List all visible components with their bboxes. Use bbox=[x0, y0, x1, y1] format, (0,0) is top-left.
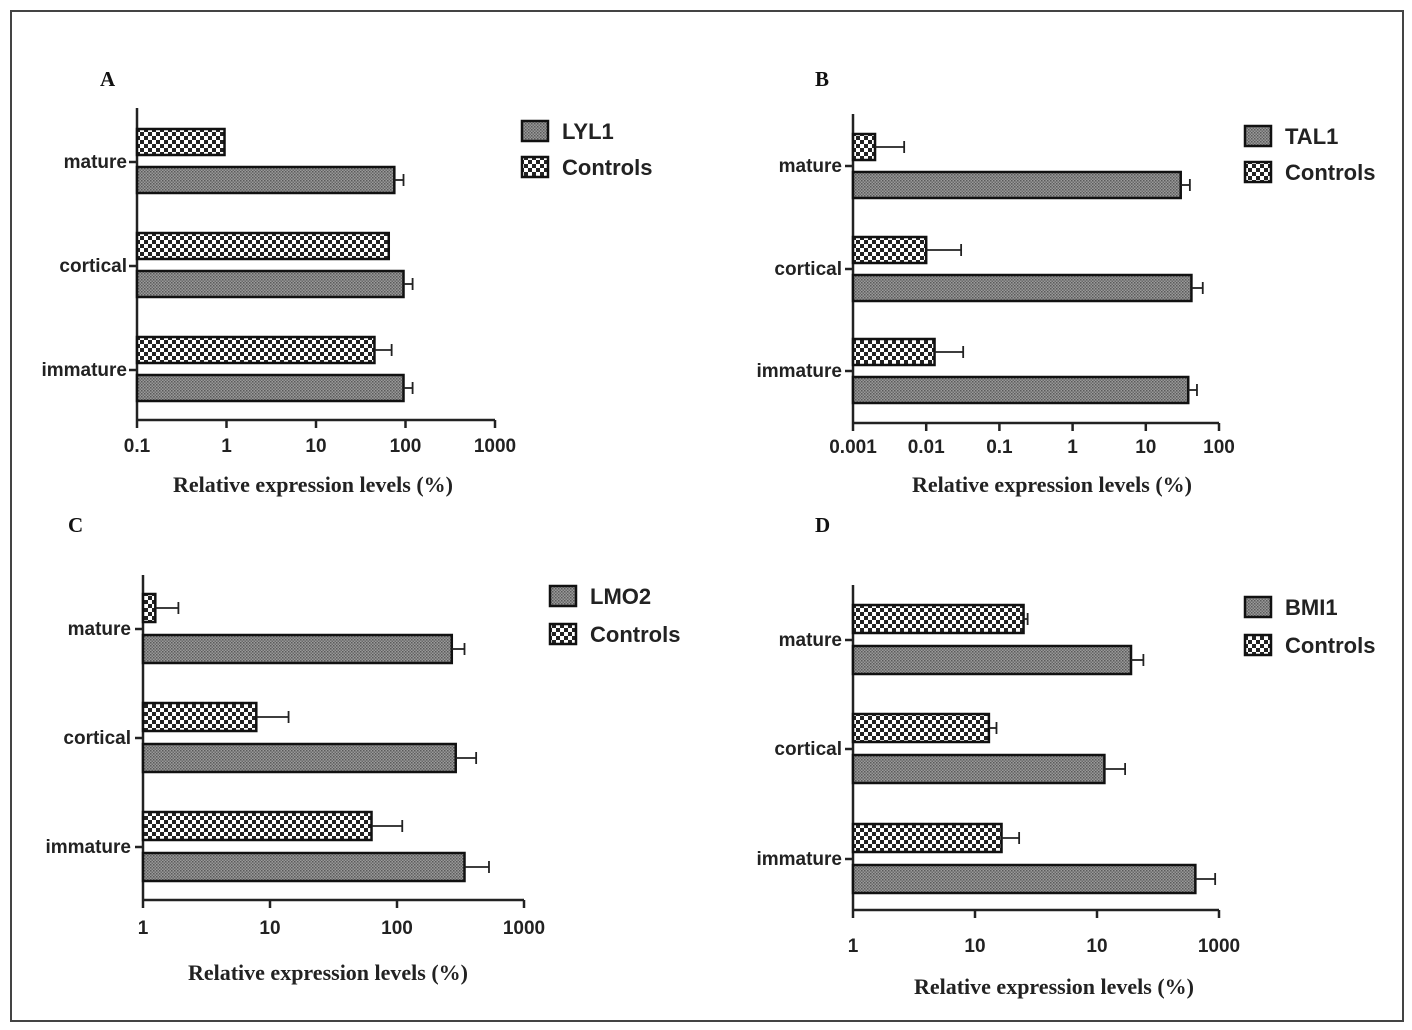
x-tick-label: 0.01 bbox=[908, 437, 945, 458]
bar-bmi1-immature bbox=[851, 863, 1197, 895]
bar-bmi1-mature bbox=[851, 644, 1133, 676]
bar-controls-immature bbox=[851, 337, 936, 367]
category-label-cortical: cortical bbox=[63, 728, 131, 749]
x-tick-label: 1 bbox=[1067, 437, 1078, 458]
x-tick-label: 0.1 bbox=[986, 437, 1013, 458]
bar-controls-immature bbox=[851, 822, 1003, 854]
bar-lyl1-cortical bbox=[135, 269, 405, 299]
x-tick-label: 10 bbox=[1086, 936, 1107, 957]
bar-controls-mature bbox=[141, 592, 157, 624]
legend-swatch-bmi1 bbox=[1243, 595, 1273, 619]
bar-controls-mature bbox=[135, 127, 226, 157]
bar-lmo2-immature bbox=[141, 851, 466, 883]
legend-swatch-controls bbox=[1243, 160, 1273, 184]
x-tick-label: 1000 bbox=[1198, 936, 1240, 957]
bar-lmo2-cortical bbox=[141, 742, 457, 774]
x-axis-label: Relative expression levels (%) bbox=[173, 472, 453, 497]
x-tick-label: 1000 bbox=[503, 918, 545, 939]
category-label-immature: immature bbox=[756, 849, 842, 870]
chart-panel-b: B 0.001 0.01 0.1 1 10 100 Relative expression l… bbox=[756, 67, 1375, 497]
bar-lyl1-mature bbox=[135, 165, 396, 195]
x-tick-label: 0.1 bbox=[124, 436, 151, 457]
x-tick-label: 0.001 bbox=[829, 437, 877, 458]
bar-controls-cortical bbox=[135, 231, 391, 261]
bar-controls-mature bbox=[851, 132, 877, 162]
legend-label-controls: Controls bbox=[1285, 160, 1375, 185]
panel-letter: A bbox=[100, 67, 116, 91]
x-tick-label: 10 bbox=[964, 936, 985, 957]
panel-letter: D bbox=[815, 513, 830, 537]
bar-controls-immature bbox=[141, 810, 373, 842]
category-label-mature: mature bbox=[779, 156, 842, 177]
legend-swatch-controls bbox=[548, 622, 578, 646]
x-axis-label: Relative expression levels (%) bbox=[188, 960, 468, 985]
x-tick-label: 1000 bbox=[474, 436, 516, 457]
bar-lyl1-immature bbox=[135, 373, 405, 403]
chart-panel-c: C 1 10 100 1000 Relative expression levels (%… bbox=[45, 513, 680, 985]
x-tick-label: 10 bbox=[305, 436, 326, 457]
category-label-mature: mature bbox=[64, 152, 127, 173]
legend-swatch-controls bbox=[1243, 633, 1273, 657]
bar-controls-cortical bbox=[851, 235, 928, 265]
x-tick-label: 100 bbox=[1203, 437, 1235, 458]
bar-lmo2-mature bbox=[141, 633, 454, 665]
category-label-cortical: cortical bbox=[774, 259, 842, 280]
bar-tal1-immature bbox=[851, 375, 1190, 405]
x-tick-label: 1 bbox=[848, 936, 859, 957]
legend-label-controls: Controls bbox=[1285, 633, 1375, 658]
bar-tal1-mature bbox=[851, 170, 1182, 200]
legend-swatch-controls bbox=[520, 155, 550, 179]
legend-swatch-tal1 bbox=[1243, 124, 1273, 148]
bar-controls-mature bbox=[851, 603, 1025, 635]
x-tick-label: 1 bbox=[221, 436, 232, 457]
x-axis-label: Relative expression levels (%) bbox=[914, 974, 1194, 999]
category-label-immature: immature bbox=[756, 361, 842, 382]
x-axis-label: Relative expression levels (%) bbox=[912, 472, 1192, 497]
figure-frame bbox=[10, 10, 1404, 1022]
category-label-immature: immature bbox=[45, 837, 131, 858]
legend-label-tal1: TAL1 bbox=[1285, 124, 1338, 149]
category-label-mature: mature bbox=[68, 619, 131, 640]
bar-controls-immature bbox=[135, 335, 376, 365]
legend-swatch-lyl1 bbox=[520, 119, 550, 143]
category-label-cortical: cortical bbox=[59, 256, 127, 277]
legend-label-controls: Controls bbox=[590, 622, 680, 647]
x-tick-label: 100 bbox=[390, 436, 422, 457]
chart-panel-a: A 0.1 1 10 100 1000 Relative expression levels… bbox=[41, 67, 652, 497]
bar-controls-cortical bbox=[141, 701, 258, 733]
panel-letter: B bbox=[815, 67, 829, 91]
category-label-cortical: cortical bbox=[774, 739, 842, 760]
category-label-mature: mature bbox=[779, 630, 842, 651]
x-tick-label: 10 bbox=[259, 918, 280, 939]
x-tick-label: 100 bbox=[381, 918, 413, 939]
legend-label-controls: Controls bbox=[562, 155, 652, 180]
bar-bmi1-cortical bbox=[851, 753, 1106, 785]
legend-label-bmi1: BMI1 bbox=[1285, 595, 1338, 620]
bar-tal1-cortical bbox=[851, 273, 1193, 303]
legend-label-lmo2: LMO2 bbox=[590, 584, 651, 609]
legend-swatch-lmo2 bbox=[548, 584, 578, 608]
bar-controls-cortical bbox=[851, 712, 991, 744]
category-label-immature: immature bbox=[41, 360, 127, 381]
panel-letter: C bbox=[68, 513, 83, 537]
x-tick-label: 1 bbox=[138, 918, 149, 939]
x-tick-label: 10 bbox=[1135, 437, 1156, 458]
legend-label-lyl1: LYL1 bbox=[562, 119, 614, 144]
